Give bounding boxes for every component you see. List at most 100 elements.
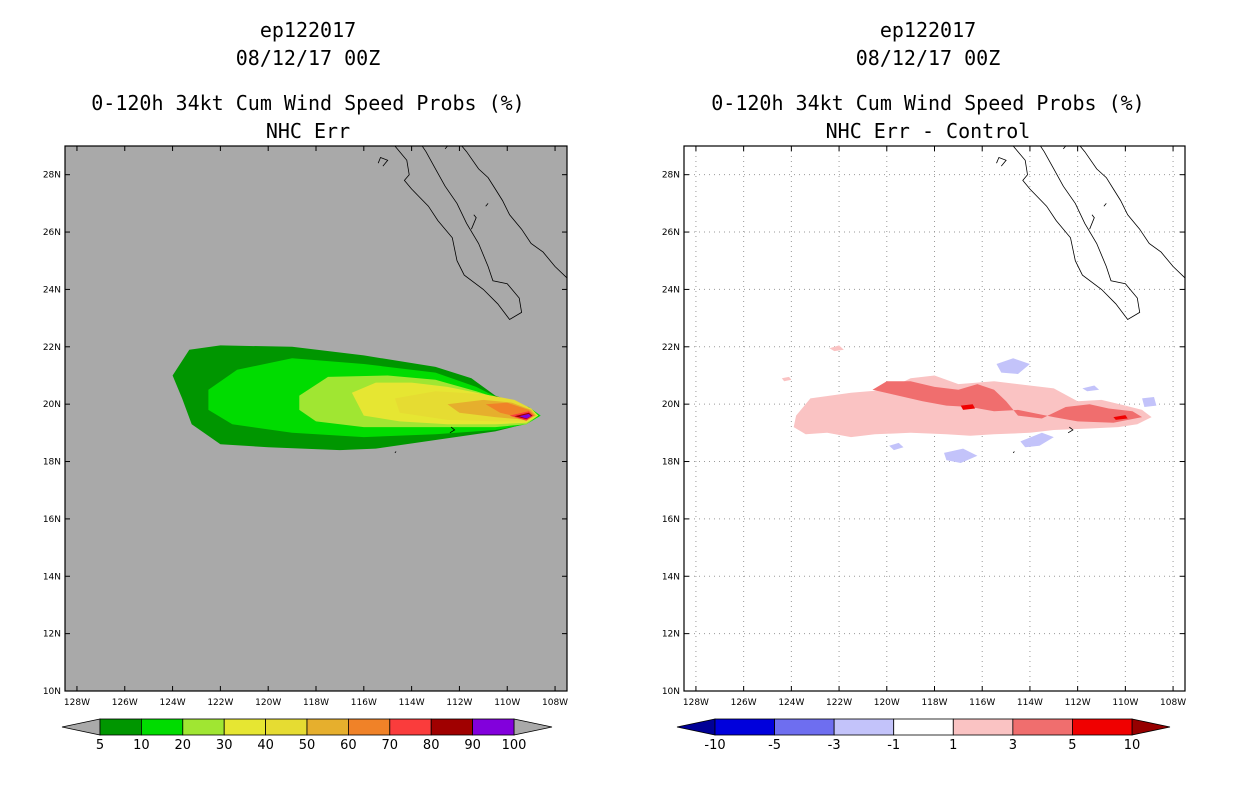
right-colorbar-segment: [1072, 718, 1133, 736]
left-y-tick-label: 14N: [43, 572, 61, 582]
right-coastline-island: [1103, 203, 1107, 207]
right-colorbar-segment: [1012, 718, 1073, 736]
left-x-tick-label: 118W: [303, 698, 329, 708]
right-contour-neg1: [996, 358, 1030, 374]
right-x-tick-label: 126W: [731, 698, 757, 708]
left-colorbar-segment: [306, 718, 349, 736]
left-coastline-baja: [394, 146, 523, 321]
left-x-tick-label: 112W: [446, 698, 472, 708]
left-colorbar-segment: [265, 718, 308, 736]
left-colorbar-label: 100: [502, 738, 527, 753]
left-y-tick-label: 12N: [43, 630, 61, 640]
left-contour-90: [519, 413, 532, 419]
right-x-tick-label: 110W: [1112, 698, 1138, 708]
left-map-panel: 128W 126W 124W 122W 120W 118W 116W 114W 112W 110W…: [43, 145, 568, 708]
left-colorbar-segment: [223, 718, 266, 736]
left-coastline-island: [471, 214, 477, 230]
right-contour-neg1: [1020, 432, 1054, 448]
left-colorbar-segment: [430, 718, 474, 736]
left-x-tick-label: 120W: [255, 698, 281, 708]
left-coastline-island: [485, 203, 489, 207]
left-datetime: 08/12/17 00Z: [235, 46, 381, 70]
right-contour-neg1: [944, 448, 978, 463]
left-map-content: [172, 146, 567, 454]
right-datetime: 08/12/17 00Z: [855, 46, 1001, 70]
right-y-tick-label: 26N: [662, 228, 680, 238]
right-y-tick-label: 22N: [662, 343, 680, 353]
right-y-tick-label: 20N: [662, 400, 680, 410]
right-x-tick-label: 122W: [826, 698, 852, 708]
right-contour-1: [829, 345, 844, 352]
right-colorbar-segment: [774, 718, 835, 736]
left-y-tick-label: 26N: [43, 228, 61, 238]
right-coastline-mainland: [1079, 146, 1185, 279]
right-x-tick-label: 116W: [969, 698, 995, 708]
right-x-tick-label: 128W: [683, 698, 709, 708]
right-x-tick-label: 112W: [1065, 698, 1091, 708]
left-y-tick-label: 18N: [43, 458, 61, 468]
right-coastline-island: [996, 156, 1007, 167]
right-colorbar-label: 1: [949, 738, 957, 753]
right-colorbar-label: 5: [1068, 738, 1076, 753]
left-colorbar-low-end: [61, 718, 101, 736]
left-storm-id: ep122017: [259, 18, 357, 42]
left-colorbar-segment: [389, 718, 432, 736]
left-y-tick-label: 22N: [43, 343, 61, 353]
left-y-tick-label: 24N: [43, 285, 61, 295]
right-colorbar-low-end: [676, 718, 716, 736]
right-colorbar-segment: [893, 718, 954, 736]
left-chart-subtitle: NHC Err: [265, 119, 351, 143]
right-colorbar-label: -5: [768, 738, 781, 753]
left-colorbar-label: 80: [423, 738, 440, 753]
left-y-tick-label: 20N: [43, 400, 61, 410]
left-x-tick-label: 128W: [64, 698, 90, 708]
left-colorbar-segment: [140, 718, 184, 736]
right-x-tick-label: 118W: [921, 698, 947, 708]
right-y-tick-label: 16N: [662, 515, 680, 525]
right-chart-subtitle: NHC Err - Control: [825, 119, 1031, 143]
left-colorbar-label: 40: [257, 738, 274, 753]
left-x-tick-label: 108W: [542, 698, 568, 708]
left-colorbar-label: 20: [175, 738, 192, 753]
right-colorbar-label: -3: [828, 738, 841, 753]
right-colorbar-label: 10: [1124, 738, 1141, 753]
left-colorbar-segment: [182, 718, 225, 736]
right-contour-neg1: [1082, 385, 1100, 392]
right-colorbar-segment: [833, 718, 895, 736]
right-x-tick-label: 120W: [874, 698, 900, 708]
left-x-tick-label: 126W: [112, 698, 138, 708]
left-coastline-island: [449, 426, 456, 434]
right-colorbar: -10 -5 -3 -1 1 3 5 10: [676, 718, 1171, 753]
left-y-tick-label: 28N: [43, 171, 61, 181]
left-colorbar-high-end: [513, 718, 553, 736]
left-chart-title: 0-120h 34kt Cum Wind Speed Probs (%): [91, 91, 525, 115]
left-colorbar-segment: [347, 718, 391, 736]
left-colorbar-segment: [99, 718, 142, 736]
left-colorbar-label: 30: [216, 738, 233, 753]
right-colorbar-label: -10: [704, 738, 725, 753]
left-x-tick-label: 122W: [207, 698, 233, 708]
left-coastline-mainland: [461, 146, 567, 279]
right-colorbar-segment: [952, 718, 1014, 736]
right-contour-neg1: [889, 442, 904, 451]
left-colorbar-label: 90: [464, 738, 481, 753]
left-x-tick-label: 124W: [160, 698, 186, 708]
right-map-panel: 128W 126W 124W 122W 120W 118W 116W 114W 112W 110W…: [662, 145, 1186, 708]
right-contour-1: [781, 376, 792, 382]
left-colorbar: 5 10 20 30 40 50 60 70 80 90 100: [61, 718, 553, 753]
right-x-tick-label: 108W: [1160, 698, 1186, 708]
left-x-tick-label: 116W: [351, 698, 377, 708]
right-contour-neg1: [1142, 397, 1157, 407]
right-contour-5: [1113, 415, 1128, 420]
right-x-tick-label: 124W: [778, 698, 804, 708]
right-colorbar-high-end: [1131, 718, 1171, 736]
right-y-tick-label: 24N: [662, 285, 680, 295]
right-chart-title: 0-120h 34kt Cum Wind Speed Probs (%): [711, 91, 1145, 115]
left-x-tick-label: 110W: [494, 698, 520, 708]
right-y-tick-label: 10N: [662, 687, 680, 697]
left-y-tick-label: 10N: [43, 687, 61, 697]
left-y-tick-label: 16N: [43, 515, 61, 525]
left-colorbar-label: 60: [340, 738, 357, 753]
right-colorbar-label: -1: [887, 738, 900, 753]
